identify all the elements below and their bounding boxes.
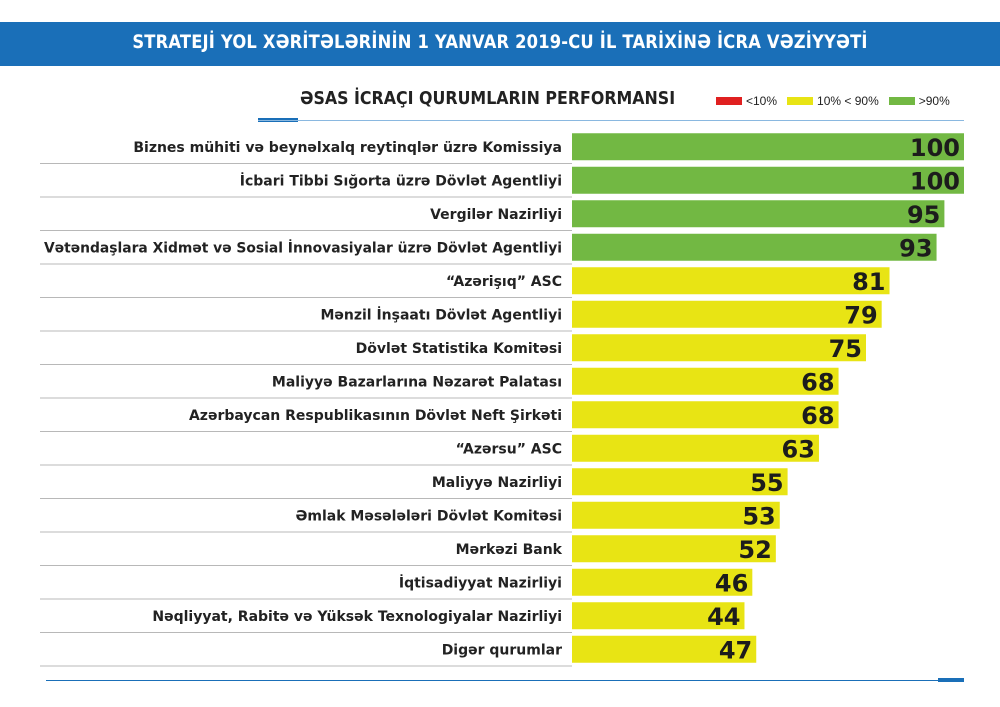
bar <box>572 635 757 663</box>
legend-swatch-yellow <box>787 97 814 105</box>
data-label: 95 <box>907 201 940 229</box>
legend-label-mid: 10% < 90% <box>817 94 879 108</box>
bottom-rule <box>46 680 964 681</box>
data-label: 44 <box>707 603 740 631</box>
page-title: STRATEJİ YOL XƏRİTƏLƏRİNİN 1 YANVAR 2019… <box>132 31 868 53</box>
category-label: Vətəndaşlara Xidmət və Sosial İnnovasiya… <box>44 239 562 256</box>
data-label: 68 <box>801 368 834 396</box>
bar <box>572 535 776 563</box>
data-label: 53 <box>742 502 775 530</box>
category-label: Biznes mühiti və beynəlxalq reytinqlər ü… <box>133 140 562 156</box>
data-label: 93 <box>899 234 932 262</box>
bar <box>572 133 964 161</box>
bar <box>572 233 937 261</box>
category-label: “Azərsu” ASC <box>456 441 562 457</box>
banner-accent-line <box>46 78 74 80</box>
data-label: 100 <box>910 167 960 195</box>
bar <box>572 568 753 596</box>
data-label: 47 <box>719 636 752 664</box>
data-label: 75 <box>829 335 862 363</box>
bar <box>572 501 780 529</box>
category-label: Maliyyə Bazarlarına Nəzarət Palatası <box>272 374 562 390</box>
bar <box>572 166 964 194</box>
bar <box>572 602 745 630</box>
data-label: 100 <box>910 134 960 162</box>
category-label: Digər qurumlar <box>442 642 562 658</box>
legend-item-mid: 10% < 90% <box>787 94 879 108</box>
category-label: Dövlət Statistika Komitəsi <box>356 341 562 357</box>
category-label: İqtisadiyyat Nazirliyi <box>399 574 562 591</box>
bar <box>572 434 819 462</box>
bottom-accent <box>938 678 964 682</box>
bar <box>572 468 788 496</box>
category-label: Mərkəzi Bank <box>456 542 563 558</box>
data-label: 52 <box>738 536 771 564</box>
bar <box>572 267 890 295</box>
category-label: Əmlak Məsələləri Dövlət Komitəsi <box>296 508 562 524</box>
data-label: 79 <box>844 301 877 329</box>
category-label: İcbari Tibbi Sığorta üzrə Dövlət Agentli… <box>240 172 562 189</box>
subtitle-rule <box>258 120 964 121</box>
data-label: 81 <box>852 268 885 296</box>
legend: <10% 10% < 90% >90% <box>716 94 950 108</box>
legend-item-high: >90% <box>888 94 950 108</box>
data-label: 68 <box>801 402 834 430</box>
bar <box>572 200 945 228</box>
bar <box>572 401 839 429</box>
data-label: 46 <box>715 569 748 597</box>
bar <box>572 334 866 362</box>
category-label: Nəqliyyat, Rabitə və Yüksək Texnologiyal… <box>152 609 562 625</box>
data-label: 55 <box>750 469 783 497</box>
legend-label-high: >90% <box>918 94 950 108</box>
category-label: “Azərişıq” ASC <box>446 274 562 290</box>
bar <box>572 367 839 395</box>
category-label: Mənzil İnşaatı Dövlət Agentliyi <box>320 306 562 323</box>
category-label: Vergilər Nazirliyi <box>430 207 562 223</box>
bar <box>572 300 882 328</box>
chart-title: ƏSAS İCRAÇI QURUMLARIN PERFORMANSI <box>300 88 676 109</box>
legend-item-low: <10% <box>716 94 777 108</box>
title-banner: STRATEJİ YOL XƏRİTƏLƏRİNİN 1 YANVAR 2019… <box>0 22 1000 80</box>
legend-swatch-green <box>888 97 915 105</box>
legend-label-low: <10% <box>746 94 778 108</box>
data-label: 63 <box>782 435 815 463</box>
category-label: Azərbaycan Respublikasının Dövlət Neft Ş… <box>189 408 562 424</box>
legend-swatch-red <box>716 97 742 105</box>
category-label: Maliyyə Nazirliyi <box>432 475 562 491</box>
